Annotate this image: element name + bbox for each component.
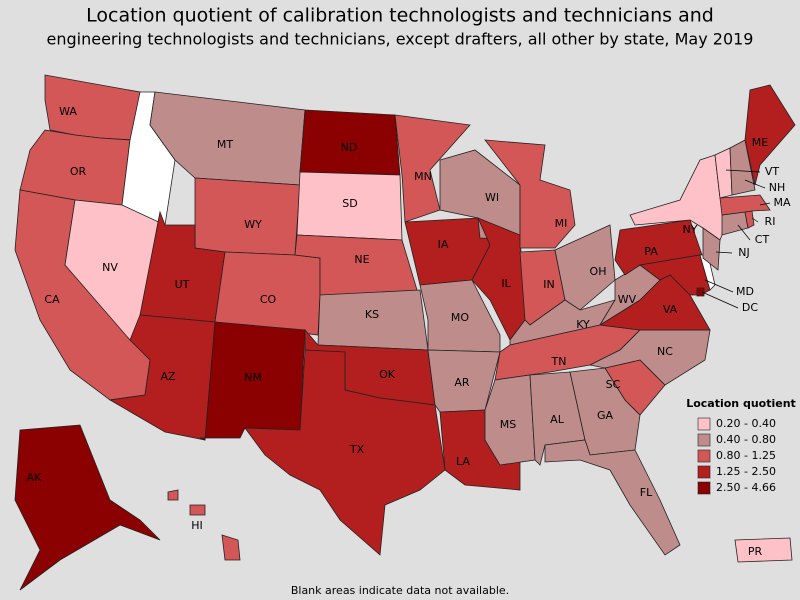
state-label: NJ [738,246,749,259]
state-label: AL [550,413,565,426]
state-label: WI [485,191,499,204]
state-labels: WA OR CA NV MT WY UT CO AZ NM ND SD NE KS OK TX MN IA MO AR… [27,105,791,558]
state [484,139,576,249]
state-label: FL [640,486,653,499]
legend-swatch [697,417,711,431]
legend-label: 2.50 - 4.66 [716,481,776,494]
state-label: OK [379,368,396,381]
state-label: KS [365,308,379,321]
state-label: IN [543,278,554,291]
state-label: MA [773,196,790,209]
state-label: AK [27,471,43,484]
leader-line [759,202,771,206]
leader-line [744,179,766,189]
state-label: IL [501,277,511,290]
state-label: KY [576,318,590,331]
state-label: VA [663,303,678,316]
legend-swatch [697,433,711,447]
state-label: ME [752,136,768,149]
legend-swatch [697,481,711,495]
state-label: VT [765,165,780,178]
state-label: CA [44,293,60,306]
state [544,439,681,556]
state-label: MS [500,418,516,431]
state-label: SC [606,378,621,391]
note: Blank areas indicate data not available. [291,584,509,597]
state-label: TX [349,443,365,456]
state [702,227,721,271]
state [721,211,749,236]
state [471,217,526,341]
state [199,321,306,441]
state-label: LA [456,455,470,468]
legend-swatch [697,449,711,463]
state-label: DC [742,301,758,314]
state-label: AR [454,376,470,389]
state-label: NE [354,253,369,266]
state-label: CT [755,233,770,246]
state [588,329,711,386]
state-label: AZ [160,370,176,383]
states [14,74,796,591]
state-label: GA [597,409,614,422]
state-label: NC [657,345,673,358]
legend: 0.20 - 0.40 0.40 - 0.80 0.80 - 1.25 1.25 - … [697,417,776,495]
state [244,349,446,556]
state-label: RI [765,215,776,228]
state [167,489,241,561]
state-label: MT [217,138,233,151]
state-label: MI [555,217,568,230]
state [554,224,616,311]
leader-line [704,279,734,293]
legend-swatch [697,465,711,479]
state-label: WA [59,105,77,118]
state-label: PR [748,545,763,558]
legend-label: 0.20 - 0.40 [716,417,776,430]
state-label: NH [769,181,786,194]
legend-title: Location quotient [686,397,796,410]
leader-line [701,291,739,309]
state-label: PA [644,245,658,258]
title-line-1: Location quotient of calibration technol… [86,5,714,27]
state [696,287,705,297]
state-label: MO [451,311,469,324]
state-label: SD [342,197,357,210]
state-label: OH [590,265,607,278]
state-label: WY [244,218,262,231]
legend-label: 0.40 - 0.80 [716,433,776,446]
title-line-2: engineering technologists and technician… [47,30,754,49]
state-label: UT [175,278,190,291]
leader-line [751,217,759,223]
state-label: OR [70,165,87,178]
legend-label: 0.80 - 1.25 [716,449,776,462]
legend-label: 1.25 - 2.50 [716,465,776,478]
state-label: IA [438,238,449,251]
state-label: NY [683,223,698,236]
state-label: MD [736,285,754,298]
state-label: NM [244,371,262,384]
state [744,84,796,186]
state-label: HI [191,519,203,532]
leader-line [737,224,751,241]
state-label: CO [260,293,277,306]
state-label: NV [102,261,118,274]
state [14,424,161,591]
state-label: ND [341,141,358,154]
state-label: MN [414,170,432,183]
state [194,177,301,256]
leader-line [715,251,733,254]
state-label: WV [618,293,637,306]
state [719,194,771,216]
leader-line [725,169,761,173]
state-label: TN [551,355,567,368]
state [734,537,793,563]
